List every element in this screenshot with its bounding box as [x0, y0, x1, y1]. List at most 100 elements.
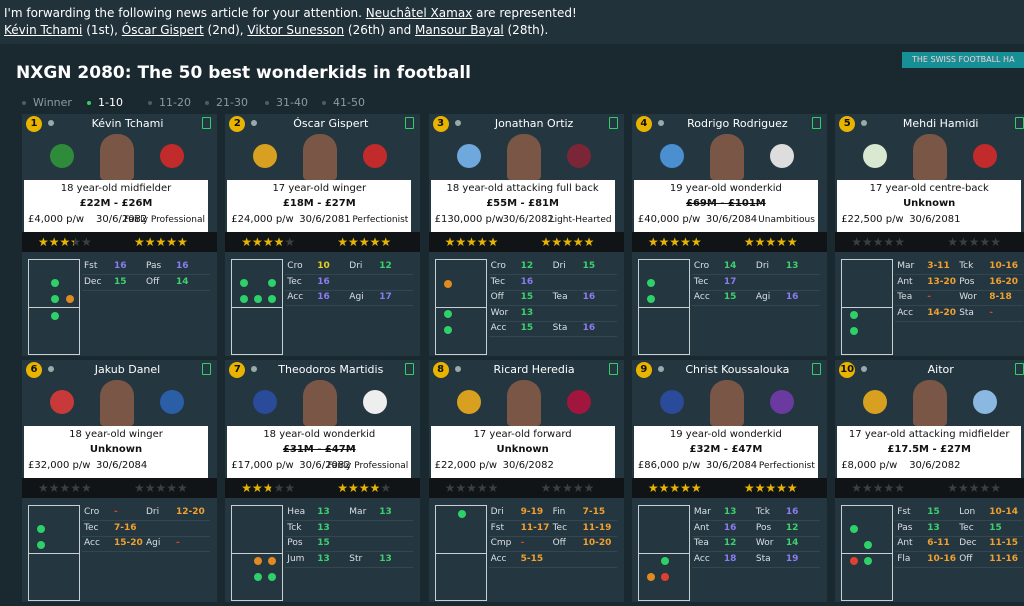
- player-card[interactable]: 1 Kévin Tchami 18 year-old midfielder £22M …: [22, 114, 217, 356]
- player-card[interactable]: 2 Óscar Gispert 17 year-old winger £18M - £…: [225, 114, 421, 356]
- star-fill: [38, 235, 74, 249]
- attr-separator: [691, 520, 820, 521]
- attr-label: Wor: [959, 292, 977, 302]
- message-link[interactable]: Mansour Bayal: [415, 23, 504, 37]
- star-bar: [22, 478, 217, 498]
- tab[interactable]: 11-20: [148, 96, 191, 109]
- player-name[interactable]: Ricard Heredia: [493, 363, 575, 376]
- shortlist-icon[interactable]: [202, 363, 211, 375]
- player-name[interactable]: Óscar Gispert: [293, 117, 369, 130]
- message-link[interactable]: Kévin Tchami: [4, 23, 83, 37]
- message-link[interactable]: Óscar Gispert: [121, 23, 204, 37]
- position-dot: [660, 557, 669, 565]
- player-card[interactable]: 8 Ricard Heredia 17 year-old forward Unknow…: [428, 360, 624, 602]
- nation-badge: [456, 144, 481, 168]
- player-name[interactable]: Christ Koussalouka: [685, 363, 790, 376]
- star-bar: [22, 232, 217, 252]
- info-box: 18 year-old midfielder £22M - £26M £4,000 …: [24, 180, 208, 232]
- position-dot: [51, 279, 59, 287]
- shortlist-icon[interactable]: [608, 117, 618, 129]
- attr-label: Off: [490, 292, 504, 302]
- position-pitch: [28, 259, 80, 355]
- star-fill: [241, 481, 271, 495]
- attr-separator: [285, 566, 414, 568]
- shortlist-icon[interactable]: [405, 363, 415, 375]
- player-name[interactable]: Rodrigo Rodriguez: [687, 117, 788, 130]
- attr-value: 16: [176, 261, 189, 271]
- player-name[interactable]: Jakub Danel: [94, 363, 161, 376]
- personality: Fairly Professional: [124, 215, 205, 225]
- tab[interactable]: 41-50: [322, 96, 365, 109]
- attr-value: 16: [114, 261, 127, 271]
- position-dot: [37, 541, 45, 549]
- player-name[interactable]: Theodoros Martidis: [278, 363, 384, 376]
- position-pitch: [434, 505, 487, 601]
- attr-label: Wor: [755, 538, 774, 548]
- star-rating: [241, 481, 301, 495]
- attr-label: Tck: [287, 522, 302, 533]
- player-name[interactable]: Aitor: [927, 363, 954, 376]
- position-dot: [240, 295, 249, 303]
- scout-icon: [861, 366, 868, 372]
- attr-value: 5-15: [520, 553, 544, 564]
- shortlist-icon[interactable]: [1015, 117, 1024, 129]
- shortlist-icon[interactable]: [608, 363, 618, 375]
- attr-value: 9-19: [520, 507, 544, 517]
- player-name[interactable]: Mehdi Hamidi: [902, 117, 979, 130]
- contract-end: 30/6/2082: [96, 214, 148, 225]
- player-name[interactable]: Kévin Tchami: [91, 117, 164, 130]
- player-card[interactable]: 6 Jakub Danel 18 year-old winger Unknown £32…: [22, 360, 217, 602]
- player-name[interactable]: Jonathan Ortiz: [494, 117, 574, 130]
- attr-separator: [285, 535, 414, 537]
- attr-label: Lon: [959, 507, 976, 517]
- tab[interactable]: Winner: [22, 96, 72, 109]
- player-card[interactable]: 5 Mehdi Hamidi 17 year-old centre-back Unkn…: [835, 114, 1024, 356]
- contract-end: 30/6/2082: [502, 214, 554, 225]
- contract-end: 30/6/2084: [705, 460, 758, 471]
- message-text: (28th).: [503, 23, 549, 37]
- shortlist-icon[interactable]: [405, 117, 415, 129]
- shortlist-icon[interactable]: [202, 117, 211, 129]
- attr-label: Off: [146, 276, 160, 287]
- attr-label: Sta: [959, 307, 974, 318]
- contract-end: 30/6/2082: [909, 460, 961, 471]
- shortlist-icon[interactable]: [1015, 363, 1024, 375]
- player-card[interactable]: 10 Aitor 17 year-old attacking midfielder £…: [835, 360, 1024, 602]
- attr-label: Acc: [490, 553, 507, 564]
- personality: Perfectionist: [758, 461, 815, 471]
- attr-label: Off: [552, 538, 566, 548]
- tab[interactable]: 31-40: [265, 96, 308, 109]
- star-bar: [225, 232, 421, 252]
- shortlist-icon[interactable]: [811, 117, 821, 129]
- attr-label: Pos: [755, 522, 772, 533]
- attr-separator: [691, 551, 820, 552]
- attr-label: Pas: [146, 261, 162, 271]
- message-link[interactable]: Viktor Sunesson: [247, 23, 345, 37]
- star-rating: [134, 481, 194, 495]
- message-line: I'm forwarding the following news articl…: [4, 5, 1020, 22]
- tab[interactable]: 1-10: [87, 96, 123, 109]
- player-card[interactable]: 3 Jonathan Ortiz 18 year-old attacking ful…: [428, 114, 624, 356]
- attr-label: Tec: [490, 276, 506, 287]
- attr-label: Dri: [755, 261, 770, 271]
- player-card[interactable]: 7 Theodoros Martidis 18 year-old wonderkid…: [225, 360, 421, 602]
- attr-separator: [488, 336, 617, 337]
- shortlist-icon[interactable]: [811, 363, 821, 375]
- attr-value: 16: [785, 507, 799, 517]
- club-badge: [363, 144, 388, 168]
- star-fill: [541, 235, 595, 249]
- info-box: 18 year-old attacking full back £55M - £8…: [430, 180, 615, 232]
- attr-label: Off: [959, 553, 973, 564]
- tab[interactable]: 21-30: [205, 96, 248, 109]
- attr-label: Tck: [755, 507, 771, 517]
- description: 17 year-old centre-back: [869, 183, 989, 194]
- attr-label: Agi: [146, 538, 161, 548]
- message-link[interactable]: Neuchâtel Xamax: [365, 6, 473, 20]
- info-box: 17 year-old forward Unknown £22,000 p/w 30/…: [430, 426, 615, 478]
- player-card[interactable]: 9 Christ Koussalouka 19 year-old wonderkid…: [631, 360, 827, 602]
- attr-value: 15: [114, 276, 127, 287]
- position-dot: [254, 557, 263, 565]
- attr-separator: [488, 535, 617, 537]
- player-card[interactable]: 4 Rodrigo Rodriguez 19 year-old wonderkid £…: [631, 114, 827, 356]
- position-dot: [850, 557, 859, 565]
